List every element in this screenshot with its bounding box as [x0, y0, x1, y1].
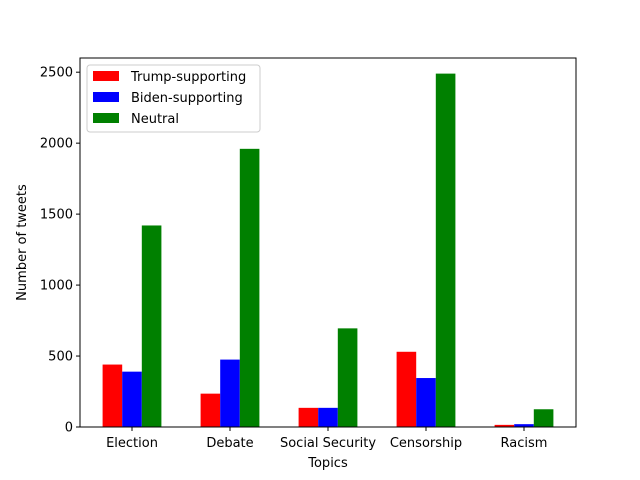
bar-neutral-racism [533, 409, 554, 427]
bar-trump-supporting-debate [200, 393, 221, 427]
bar-neutral-election [141, 225, 162, 427]
bar-neutral-social-security [337, 328, 358, 427]
bar-trump-supporting-racism [494, 424, 515, 427]
y-axis-label: Number of tweets [15, 184, 30, 301]
x-axis: Election Debate Social Security Censorship R… [106, 427, 547, 451]
legend-label-neutral: Neutral [131, 112, 179, 127]
bars-group [102, 73, 554, 428]
bar-biden-supporting-censorship [416, 378, 436, 427]
legend-swatch-neutral [93, 113, 119, 123]
y-tick-label: 1000 [40, 279, 73, 294]
bar-biden-supporting-election [122, 371, 142, 427]
bar-trump-supporting-censorship [396, 351, 417, 427]
bar-trump-supporting-social-security [298, 407, 319, 427]
plot-frame [79, 57, 577, 428]
y-axis: 0 500 1000 1500 2000 2500 [40, 66, 80, 436]
bar-neutral-debate [239, 148, 260, 428]
x-tick-label: Debate [206, 436, 253, 451]
y-tick-label: 2000 [40, 137, 73, 152]
y-tick-label: 500 [48, 350, 73, 365]
x-tick-label: Censorship [390, 436, 462, 451]
bar-biden-supporting-social-security [318, 407, 338, 427]
legend-label-trump-supporting: Trump-supporting [130, 70, 246, 85]
legend: Trump-supporting Biden-supporting Neutral [86, 64, 261, 133]
bar-trump-supporting-election [102, 364, 123, 427]
y-tick-label: 1500 [40, 208, 73, 223]
legend-label-biden-supporting: Biden-supporting [131, 91, 243, 106]
legend-swatch-trump-supporting [93, 71, 119, 81]
bar-biden-supporting-racism [514, 424, 534, 427]
x-axis-label: Topics [307, 456, 348, 471]
x-tick-label: Election [106, 436, 158, 451]
x-tick-label: Racism [501, 436, 548, 451]
y-tick-label: 2500 [40, 66, 73, 81]
legend-swatch-biden-supporting [93, 92, 119, 102]
bar-neutral-censorship [435, 73, 456, 427]
legend-box [86, 64, 261, 133]
x-tick-label: Social Security [280, 436, 376, 451]
y-tick-label: 0 [65, 421, 73, 436]
bar-biden-supporting-debate [220, 359, 240, 427]
